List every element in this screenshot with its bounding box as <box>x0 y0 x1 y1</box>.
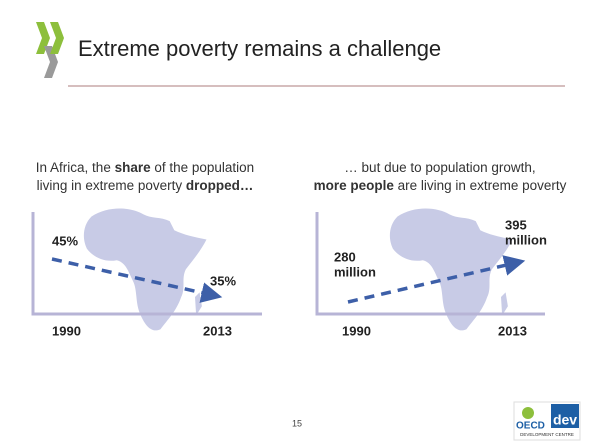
caption-segment: living in extreme poverty <box>37 178 186 193</box>
caption-segment: share <box>115 160 152 175</box>
caption-segment: are living in extreme poverty <box>394 178 567 193</box>
caption-line: more people are living in extreme povert… <box>314 178 567 193</box>
logo: OECD dev DEVELOPMENT CENTRE <box>513 401 581 441</box>
logo-suffix: dev <box>553 412 577 428</box>
slide-title: Extreme poverty remains a challenge <box>78 36 441 61</box>
caption-line: … but due to population growth, <box>344 160 535 175</box>
start-label: 45% <box>52 233 78 248</box>
trend-arrow <box>51 257 223 303</box>
caption-segment: dropped… <box>186 178 254 193</box>
start-year: 1990 <box>52 323 81 338</box>
logo-dot <box>522 407 534 419</box>
panel-2 <box>315 208 545 331</box>
caption-segment: of the population <box>151 160 255 175</box>
oecd-mark <box>36 22 64 78</box>
start-label: 280 <box>334 249 356 264</box>
start-year: 1990 <box>342 323 371 338</box>
panel-1 <box>31 208 262 331</box>
logo-name: OECD <box>516 421 545 432</box>
logo-subtitle: DEVELOPMENT CENTRE <box>520 432 574 437</box>
end-year: 2013 <box>498 323 527 338</box>
trend-arrow <box>347 255 526 304</box>
caption-line: living in extreme poverty dropped… <box>37 178 254 193</box>
axis <box>315 212 545 316</box>
caption-segment: In Africa, the <box>36 160 115 175</box>
end-year: 2013 <box>203 323 232 338</box>
caption-segment: more people <box>314 178 395 193</box>
start-label: million <box>334 264 376 279</box>
logo-dev-box <box>551 404 579 428</box>
axis <box>31 212 262 316</box>
end-label: 35% <box>210 273 236 288</box>
africa-map <box>389 208 513 331</box>
page-number: 15 <box>292 418 302 428</box>
caption-line: In Africa, the share of the population <box>36 160 254 175</box>
caption-segment: … but due to population growth, <box>344 160 535 175</box>
end-label: million <box>505 232 547 247</box>
end-label: 395 <box>505 217 527 232</box>
